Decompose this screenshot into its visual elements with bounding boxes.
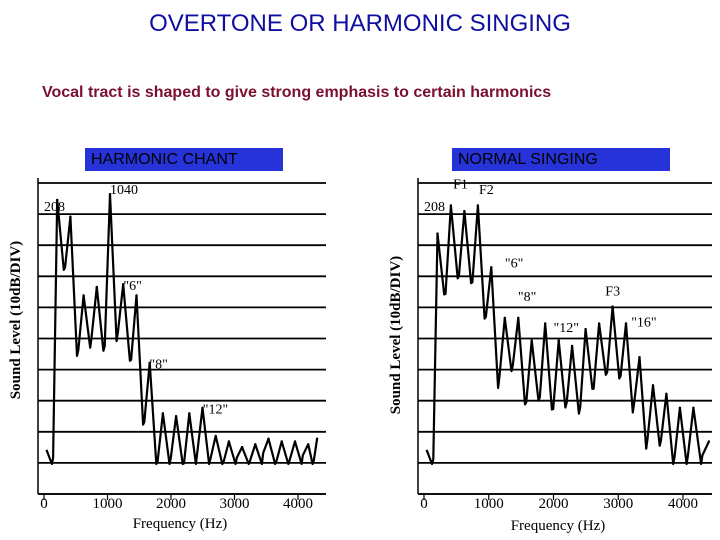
peak-annotation: "16" (631, 315, 656, 330)
harmonic-peak (517, 316, 520, 320)
spectrum-trace (45, 193, 319, 466)
harmonic-peak (503, 316, 506, 320)
peak-annotation: 1040 (110, 183, 138, 198)
y-axis-label: Sound Level (10dB/DIV) (8, 241, 24, 399)
x-tick-label: 1000 (93, 496, 123, 512)
harmonic-peak (227, 440, 231, 443)
harmonic-peak (692, 406, 695, 409)
peak-annotation: "12" (554, 321, 579, 336)
x-tick-label: 0 (40, 496, 48, 512)
harmonic-peak (624, 322, 628, 325)
x-tick-label: 0 (420, 496, 428, 512)
harmonic-peak (449, 204, 453, 207)
harmonic-peak (174, 415, 178, 418)
harmonic-peak (307, 443, 310, 446)
harmonic-peak (611, 305, 614, 308)
harmonic-peak (436, 232, 439, 235)
peak-annotation: F3 (605, 284, 620, 299)
harmonic-peak (82, 294, 85, 297)
harmonic-peak (678, 406, 682, 409)
harmonic-peak (544, 322, 547, 325)
harmonic-peak (530, 339, 533, 342)
peak-annotation: F2 (479, 183, 494, 198)
y-axis-label: Sound Level (10dB/DIV) (388, 256, 404, 414)
harmonic-peak (254, 443, 257, 446)
harmonic-peak (95, 285, 99, 289)
harmonic-peak (240, 445, 244, 449)
harmonic-peak (315, 437, 319, 440)
harmonic-peak (214, 434, 217, 438)
x-tick-label: 3000 (220, 496, 250, 512)
x-tick-label: 2000 (156, 496, 186, 512)
harmonic-peak (56, 198, 59, 202)
harmonic-peak (148, 361, 151, 364)
peak-annotation: "12" (203, 402, 228, 417)
harmonic-peak (597, 322, 601, 325)
harmonic-peak (584, 327, 587, 331)
harmonic-peak (108, 193, 112, 196)
harmonic-peak (557, 339, 560, 342)
harmonic-peak (188, 412, 191, 415)
harmonic-peak (707, 440, 711, 443)
harmonic-peak (280, 440, 283, 443)
harmonic-peak (638, 356, 641, 359)
page-subtitle: Vocal tract is shaped to give strong emp… (42, 84, 552, 101)
peak-annotation: "6" (123, 279, 141, 294)
harmonic-peak (161, 412, 165, 415)
spectrum-trace (425, 204, 710, 466)
x-tick-label: 3000 (603, 496, 633, 512)
harmonic-peak (476, 204, 480, 207)
harmonic-peak (135, 294, 138, 297)
x-axis-label: Frequency (Hz) (511, 518, 606, 534)
panel-label-harmonic-chant: HARMONIC CHANT (85, 148, 283, 171)
peak-annotation: "8" (149, 358, 167, 373)
peak-annotation: F1 (453, 178, 468, 193)
harmonic-peak (490, 266, 493, 269)
x-axis-label: Frequency (Hz) (133, 516, 228, 532)
chart-normal: 0 1000 2000 3000 4000 Frequency (Hz) Sound Lev… (388, 178, 712, 534)
peak-annotation: 208 (44, 200, 65, 215)
harmonic-peak (665, 392, 668, 395)
peak-annotation: "6" (505, 256, 523, 271)
harmonic-peak (267, 437, 270, 440)
harmonic-peak (122, 283, 125, 286)
x-tick-label: 2000 (539, 496, 569, 512)
peak-annotation: 208 (424, 200, 445, 215)
harmonic-peak (651, 384, 655, 387)
harmonic-peak (570, 344, 574, 348)
x-tick-label: 1000 (474, 496, 504, 512)
x-tick-label: 4000 (668, 496, 698, 512)
chart-chant: 0 1000 2000 3000 4000 Frequency (Hz) Sound Lev… (8, 178, 326, 532)
page-title: OVERTONE OR HARMONIC SINGING (149, 10, 571, 37)
panel-label-normal-singing: NORMAL SINGING (452, 148, 670, 171)
harmonic-peak (463, 209, 466, 213)
peak-annotation: "8" (518, 290, 536, 305)
harmonic-peak (293, 440, 297, 443)
harmonic-peak (69, 215, 72, 218)
x-tick-label: 4000 (283, 496, 313, 512)
harmonic-peak (201, 406, 204, 409)
